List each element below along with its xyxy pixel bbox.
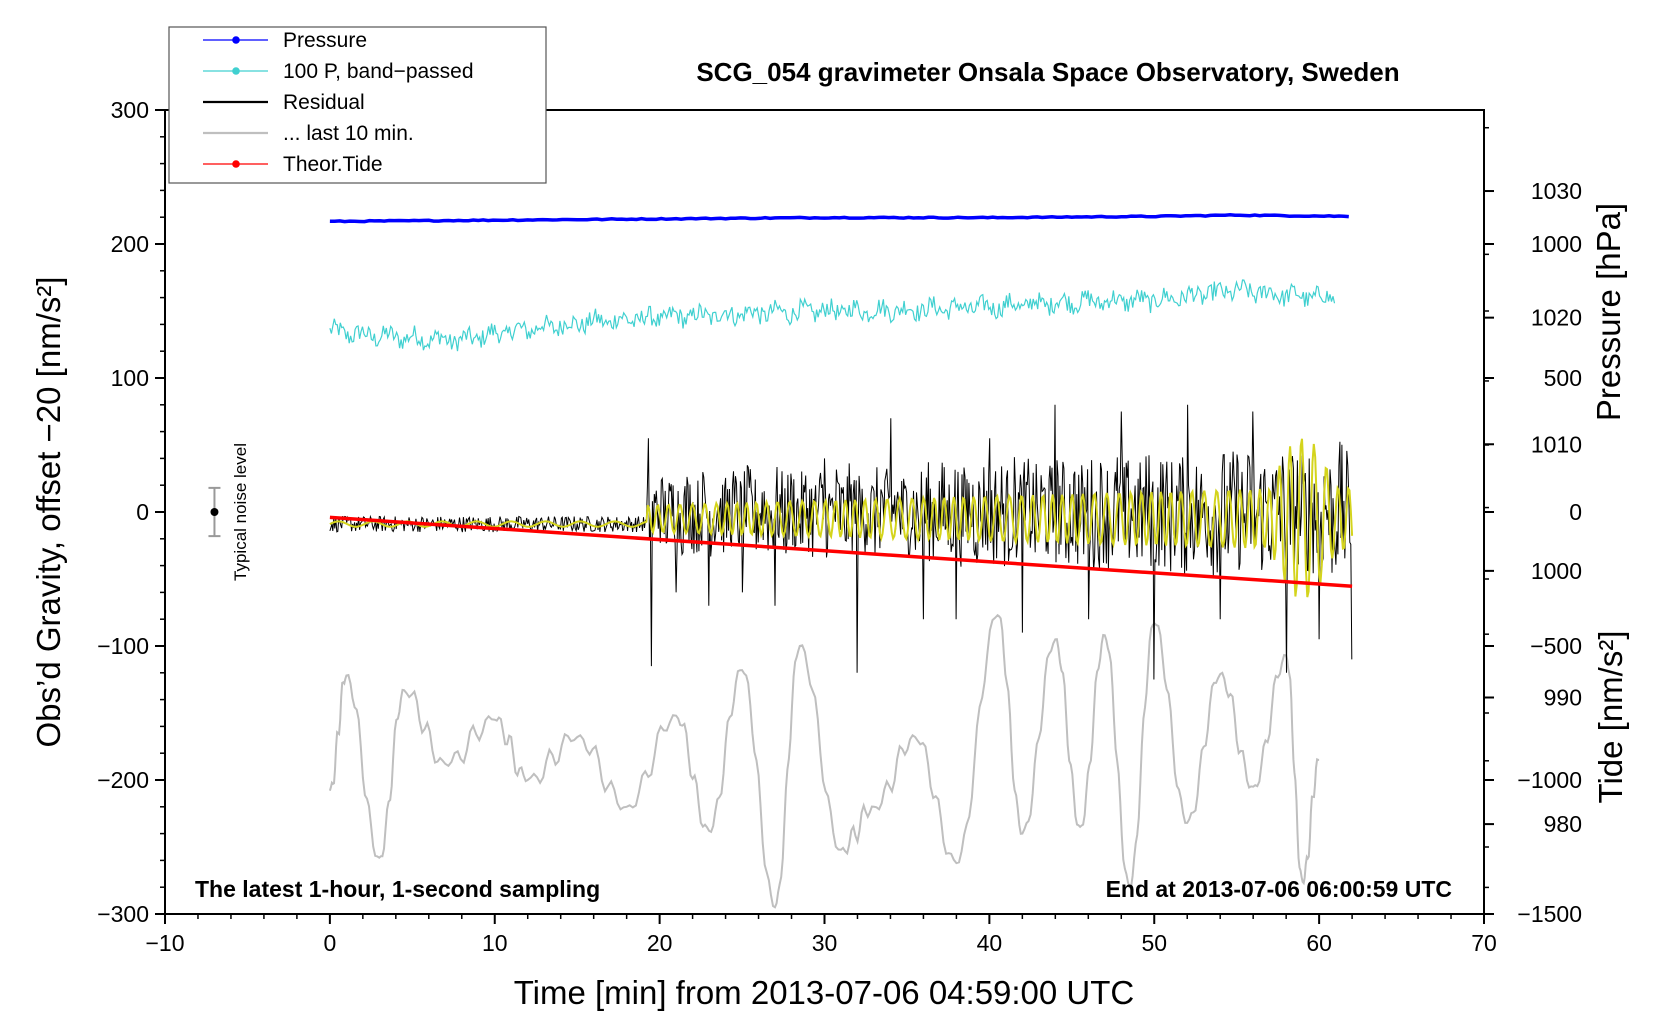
series-layer <box>328 213 1354 909</box>
x-tick-label: 30 <box>812 930 838 956</box>
x-tick-label: 60 <box>1306 930 1332 956</box>
pressure-tick-label: 1030 <box>1531 178 1582 204</box>
y-tick-label: −300 <box>97 901 149 927</box>
y-axis-title-left: Obs’d Gravity, offset −20 [nm/s²] <box>30 276 67 747</box>
plot-frame <box>164 109 1485 915</box>
legend-pressure-label: Pressure <box>283 29 367 52</box>
note-end-time: End at 2013-07-06 06:00:59 UTC <box>1106 876 1452 902</box>
y-tick-label: 100 <box>111 365 149 391</box>
series-theor-tide <box>329 515 1353 588</box>
legend-band-passed-marker <box>232 67 240 75</box>
chart-title: SCG_054 gravimeter Onsala Space Observat… <box>696 57 1399 87</box>
noise-level-indicator: Typical noise level <box>208 443 250 581</box>
pressure-tick-label: 1010 <box>1531 431 1582 457</box>
y-tick-label: 200 <box>111 231 149 257</box>
tide-tick-label: 1000 <box>1531 231 1582 257</box>
series-last-10-min <box>328 613 1320 909</box>
x-tick-label: 50 <box>1141 930 1167 956</box>
x-axis-title: Time [min] from 2013-07-06 04:59:00 UTC <box>514 974 1135 1011</box>
x-tick-label: −10 <box>145 930 184 956</box>
legend-pressure-marker <box>232 36 240 44</box>
series-pressure <box>329 213 1349 224</box>
tide-tick-label: 0 <box>1569 499 1582 525</box>
y-tick-label: −200 <box>97 767 149 793</box>
pressure-tick-label: 1000 <box>1531 558 1582 584</box>
tide-tick-label: 500 <box>1544 365 1582 391</box>
noise-level-label: Typical noise level <box>231 443 250 581</box>
x-tick-label: 0 <box>323 930 336 956</box>
y-tick-label: 300 <box>111 97 149 123</box>
pressure-tick-label: 980 <box>1544 811 1582 837</box>
legend-theor-tide-marker <box>232 160 240 168</box>
tide-tick-label: −1500 <box>1517 901 1582 927</box>
tide-tick-label: −500 <box>1530 633 1582 659</box>
legend-box <box>168 26 547 184</box>
x-tick-label: 40 <box>977 930 1003 956</box>
legend-last-10-min-label: ... last 10 min. <box>283 122 414 145</box>
note-sampling: The latest 1-hour, 1-second sampling <box>195 876 600 902</box>
x-tick-label: 70 <box>1471 930 1497 956</box>
y-axis-title-tide: Tide [nm/s²] <box>1592 631 1629 804</box>
y-tick-label: −100 <box>97 633 149 659</box>
legend-residual-label: Residual <box>283 91 365 114</box>
tide-tick-label: −1000 <box>1517 767 1582 793</box>
x-tick-label: 20 <box>647 930 673 956</box>
noise-center-dot <box>210 508 219 516</box>
series-residual <box>329 404 1353 680</box>
legend: Pressure 100 P, band−passed Residual ... la… <box>168 26 547 184</box>
pressure-tick-label: 990 <box>1544 684 1582 710</box>
legend-theor-tide-label: Theor.Tide <box>283 153 383 176</box>
axes-layer: −10 0 10 20 30 40 50 60 70−300−200−1000100200300… <box>97 97 1582 956</box>
y-axis-title-pressure: Pressure [hPa] <box>1590 203 1627 421</box>
series-band-passed <box>329 279 1336 352</box>
series-filtered <box>329 438 1354 598</box>
y-tick-label: 0 <box>136 499 149 525</box>
x-tick-label: 10 <box>482 930 508 956</box>
legend-band-passed-label: 100 P, band−passed <box>283 60 474 83</box>
pressure-tick-label: 1020 <box>1531 305 1582 331</box>
